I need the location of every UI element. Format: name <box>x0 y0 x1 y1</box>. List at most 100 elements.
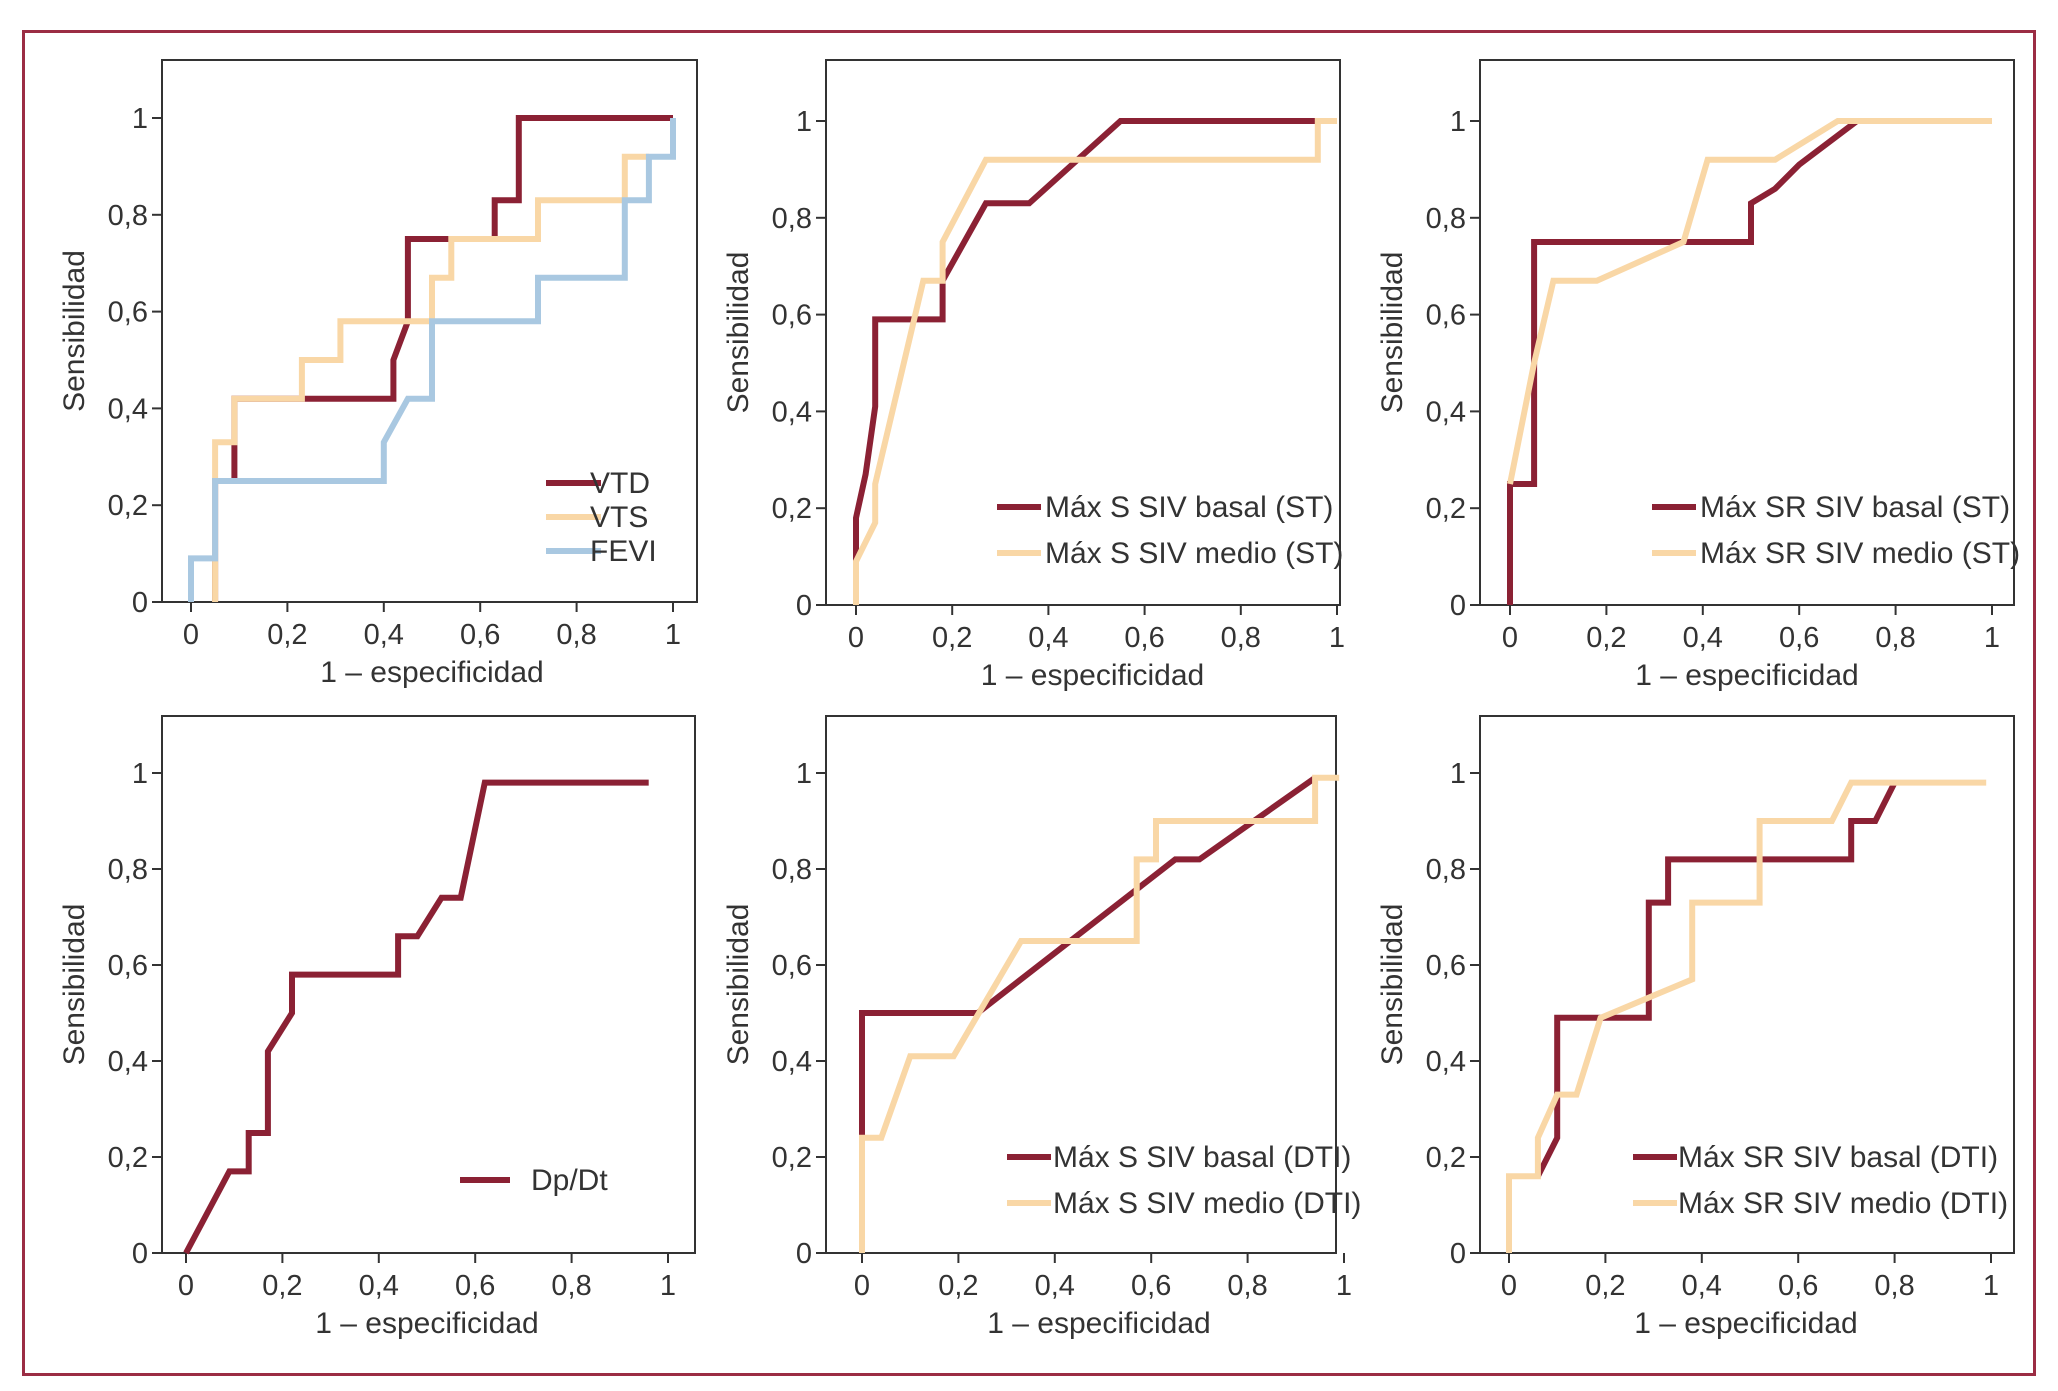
legend-label-2: Máx S SIV medio (ST) <box>1045 537 1343 570</box>
x-tick-label: 1 <box>665 619 681 651</box>
x-tick-label: 0,6 <box>1778 1270 1818 1302</box>
x-tick-label: 0,8 <box>1875 622 1915 654</box>
series-line-3 <box>188 118 676 602</box>
y-tick-label: 0,4 <box>1426 396 1466 428</box>
y-axis-title: Sensibilidad <box>1376 904 1409 1066</box>
y-tick-label: 1 <box>796 758 812 790</box>
y-tick-label: 0,4 <box>108 393 148 425</box>
legend-label-1: Dp/Dt <box>531 1164 608 1197</box>
x-tick-label: 1 <box>660 1270 676 1302</box>
roc-panel-6: 0 0,2 0,4 0,6 0,8 1 0 0,2 0,4 0,6 0,8 1 1 – especifi… <box>1376 715 2015 1340</box>
y-tick-label: 1 <box>132 758 148 790</box>
y-axis-title: Sensibilidad <box>722 904 755 1066</box>
y-axis-title: Sensibilidad <box>58 250 91 412</box>
roc-panel-1: 0 0,2 0,4 0,6 0,8 1 0 0,2 0,4 0,6 0,8 1 1 – especifi… <box>58 59 698 689</box>
plot-area <box>1479 715 2015 1254</box>
x-tick-label: 1 <box>1984 622 2000 654</box>
y-tick-label: 1 <box>1450 758 1466 790</box>
x-tick-label: 0,8 <box>551 1270 591 1302</box>
y-tick-label: 0,4 <box>1426 1046 1466 1078</box>
x-tick-label: 0,2 <box>267 619 307 651</box>
x-tick-label: 0 <box>848 622 864 654</box>
x-tick-label: 0,2 <box>938 1270 978 1302</box>
y-axis-title: Sensibilidad <box>1376 252 1409 414</box>
x-tick-label: 0,4 <box>1683 622 1723 654</box>
y-tick-label: 0,8 <box>108 200 148 232</box>
y-tick-label: 0,8 <box>1426 854 1466 886</box>
y-tick-label: 0,6 <box>108 297 148 329</box>
x-axis-title: 1 – especificidad <box>981 659 1204 692</box>
x-tick-label: 0,2 <box>932 622 972 654</box>
x-tick-label: 0,6 <box>1779 622 1819 654</box>
y-tick-label: 0,2 <box>108 490 148 522</box>
x-tick-label: 0,2 <box>1586 622 1626 654</box>
x-tick-label: 0 <box>1502 622 1518 654</box>
series-line-1 <box>183 779 649 1255</box>
x-tick-label: 0,8 <box>556 619 596 651</box>
x-axis-title: 1 – especificidad <box>315 1307 538 1340</box>
plot-area <box>825 715 1337 1254</box>
x-tick-label: 0 <box>1501 1270 1517 1302</box>
y-tick-label: 0 <box>132 587 148 619</box>
y-tick-label: 0,4 <box>772 1046 812 1078</box>
series-line-1 <box>1507 118 1859 605</box>
y-tick-label: 0,2 <box>772 1142 812 1174</box>
x-tick-label: 0 <box>854 1270 870 1302</box>
x-tick-label: 0 <box>178 1270 194 1302</box>
series-line-1 <box>859 775 1317 1253</box>
series-line-1 <box>1535 781 1898 1178</box>
legend-label-2: Máx S SIV medio (DTI) <box>1053 1187 1361 1220</box>
y-tick-label: 1 <box>132 103 148 135</box>
series-line-2 <box>1507 118 1992 485</box>
series-line-1 <box>853 118 1318 605</box>
y-tick-label: 0,8 <box>108 854 148 886</box>
x-tick-label: 0,6 <box>1131 1270 1171 1302</box>
series-line-2 <box>859 774 1340 1253</box>
y-tick-label: 1 <box>1450 106 1466 138</box>
x-axis-title: 1 – especificidad <box>1635 659 1858 692</box>
legend-label-2: Máx SR SIV medio (DTI) <box>1678 1187 2008 1220</box>
x-tick-label: 0,2 <box>1585 1270 1625 1302</box>
y-tick-label: 0,6 <box>772 950 812 982</box>
y-tick-label: 1 <box>796 106 812 138</box>
y-tick-label: 0 <box>796 590 812 622</box>
series-line-2 <box>1506 779 1987 1253</box>
x-axis-title: 1 – especificidad <box>987 1307 1210 1340</box>
plot-area <box>161 59 698 603</box>
y-tick-label: 0,6 <box>1426 300 1466 332</box>
x-tick-label: 0,6 <box>1124 622 1164 654</box>
y-tick-label: 0,2 <box>1426 493 1466 525</box>
y-axis-title: Sensibilidad <box>58 904 91 1066</box>
y-tick-label: 0,2 <box>1426 1142 1466 1174</box>
plot-area <box>1479 59 2015 606</box>
x-tick-label: 0,4 <box>364 619 404 651</box>
x-tick-label: 1 <box>1983 1270 1999 1302</box>
x-tick-label: 0,4 <box>359 1270 399 1302</box>
legend-label-1: Máx SR SIV basal (DTI) <box>1678 1141 1998 1174</box>
roc-panel-5: 0 0,2 0,4 0,6 0,8 1 0 0,2 0,4 0,6 0,8 1 1 – especifi… <box>722 715 1361 1340</box>
y-tick-label: 0 <box>1450 590 1466 622</box>
figure-frame <box>22 30 2036 1376</box>
legend-label-2: Máx SR SIV medio (ST) <box>1700 537 2020 570</box>
x-tick-label: 1 <box>1336 1270 1352 1302</box>
roc-panel-4: 0 0,2 0,4 0,6 0,8 1 0 0,2 0,4 0,6 0,8 1 1 – especifi… <box>58 715 696 1340</box>
series-line-2 <box>853 118 1337 605</box>
x-tick-label: 0,4 <box>1028 622 1068 654</box>
legend-label-1: VTD <box>590 467 650 500</box>
x-tick-label: 0,4 <box>1035 1270 1075 1302</box>
y-tick-label: 0,2 <box>772 493 812 525</box>
legend-label-2: VTS <box>590 501 648 534</box>
y-axis-title: Sensibilidad <box>722 252 755 414</box>
legend-label-1: Máx S SIV basal (ST) <box>1045 491 1333 524</box>
roc-panel-2: 0 0,2 0,4 0,6 0,8 1 0 0,2 0,4 0,6 0,8 1 1 – especifi… <box>722 59 1345 692</box>
y-tick-label: 0 <box>1450 1238 1466 1270</box>
x-axis-title: 1 – especificidad <box>320 656 543 689</box>
y-tick-label: 0,6 <box>1426 950 1466 982</box>
y-tick-label: 0 <box>132 1238 148 1270</box>
x-tick-label: 0,4 <box>1682 1270 1722 1302</box>
y-tick-label: 0,2 <box>108 1142 148 1174</box>
x-tick-label: 0 <box>183 619 199 651</box>
y-tick-label: 0,6 <box>772 300 812 332</box>
y-tick-label: 0,8 <box>1426 203 1466 235</box>
